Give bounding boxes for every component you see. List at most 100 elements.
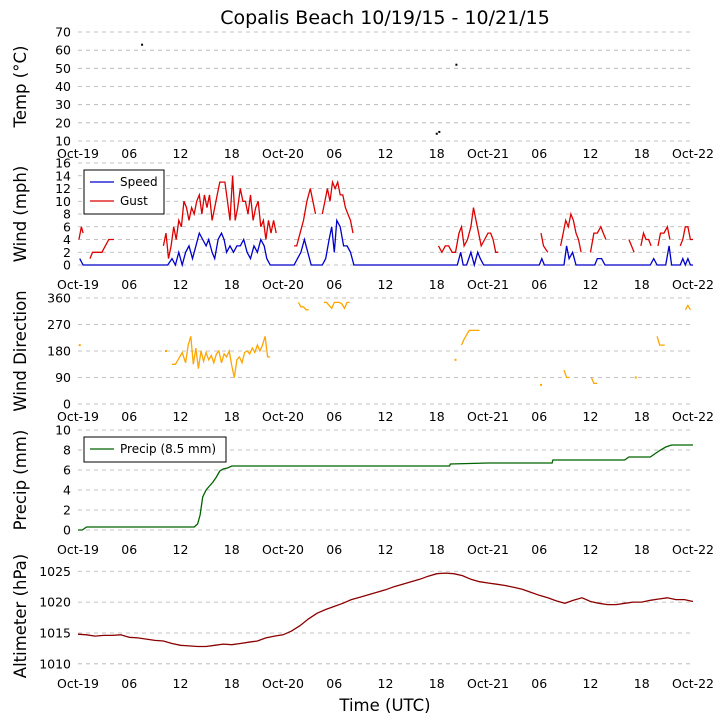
x-axis-label: Time (UTC) bbox=[338, 696, 430, 715]
alt-xtick-label: 18 bbox=[634, 676, 650, 691]
wind-series-line bbox=[540, 232, 549, 253]
temp-xtick-label: Oct-20 bbox=[262, 146, 304, 161]
precip-xtick-label: 06 bbox=[531, 542, 547, 557]
precip-ytick-label: 0 bbox=[63, 523, 71, 538]
wind-series-line bbox=[640, 230, 652, 247]
precip-ytick-label: 6 bbox=[63, 463, 71, 478]
alt-ylabel: Altimeter (hPa) bbox=[11, 554, 30, 678]
precip-xtick-label: 12 bbox=[583, 542, 599, 557]
dir-xtick-label: 12 bbox=[378, 409, 394, 424]
precip-series-line bbox=[78, 444, 693, 531]
wind-series-line bbox=[89, 238, 114, 259]
wind-xtick-label: 06 bbox=[531, 277, 547, 292]
temp-point bbox=[438, 130, 441, 133]
precip-xtick-label: 18 bbox=[429, 542, 445, 557]
dir-series-line bbox=[460, 329, 480, 346]
wind-series-line bbox=[657, 224, 671, 247]
temp-xtick-label: 06 bbox=[326, 146, 342, 161]
alt-xtick-label: 12 bbox=[378, 676, 394, 691]
wind-xtick-label: 12 bbox=[173, 277, 189, 292]
precip-panel: 0 2 4 6 8 10 Oct-19 06 12 18 Oct-20 06 12 18 Oct-21 06 1… bbox=[11, 423, 714, 558]
temp-ytick-label: 20 bbox=[55, 115, 71, 130]
wind-xtick-label: 06 bbox=[326, 277, 342, 292]
dir-point bbox=[634, 376, 637, 379]
temp-xtick-label: 18 bbox=[429, 146, 445, 161]
precip-ytick-label: 10 bbox=[55, 423, 71, 438]
dir-xtick-label: Oct-20 bbox=[262, 409, 304, 424]
wind-ylabel: Wind (mph) bbox=[11, 166, 30, 263]
precip-legend: Precip (8.5 mm) bbox=[83, 436, 227, 463]
wind-series-line bbox=[559, 211, 582, 253]
wind-series-line bbox=[679, 226, 693, 247]
precip-xtick-label: Oct-22 bbox=[672, 542, 714, 557]
wind-ytick-label: 6 bbox=[63, 219, 71, 234]
wind-ytick-label: 14 bbox=[55, 168, 71, 183]
temp-xtick-label: Oct-21 bbox=[467, 146, 509, 161]
temp-xtick-label: 12 bbox=[378, 146, 394, 161]
wind-xtick-label: 06 bbox=[121, 277, 137, 292]
wind-series-line bbox=[437, 207, 499, 254]
wind-legend: Speed Gust bbox=[83, 169, 165, 215]
precip-xtick-label: 18 bbox=[224, 542, 240, 557]
precip-ytick-label: 4 bbox=[63, 483, 71, 498]
precip-xtick-label: Oct-19 bbox=[57, 542, 99, 557]
alt-ytick-label: 1015 bbox=[39, 625, 71, 640]
temp-xtick-label: Oct-22 bbox=[672, 146, 714, 161]
wind-xtick-label: Oct-20 bbox=[262, 277, 304, 292]
temp-ytick-label: 70 bbox=[55, 25, 71, 40]
wind-series-line bbox=[78, 226, 84, 240]
precip-xtick-label: 18 bbox=[634, 542, 650, 557]
temp-ytick-label: 10 bbox=[55, 134, 71, 149]
dir-xtick-label: Oct-22 bbox=[672, 409, 714, 424]
dir-panel: 0 90 180 270 360 Oct-19 06 12 18 Oct-20 06 12 18 Oct-… bbox=[11, 290, 714, 424]
temp-ytick-label: 50 bbox=[55, 61, 71, 76]
temp-xtick-label: 12 bbox=[173, 146, 189, 161]
temp-xtick-label: 06 bbox=[531, 146, 547, 161]
temp-ylabel: Temp (°C) bbox=[11, 46, 30, 129]
wind-legend-label: Gust bbox=[120, 194, 148, 208]
dir-point bbox=[539, 383, 542, 386]
wind-xtick-label: Oct-22 bbox=[672, 277, 714, 292]
dir-xtick-label: Oct-21 bbox=[467, 409, 509, 424]
wind-xtick-label: 12 bbox=[378, 277, 394, 292]
temp-ytick-label: 60 bbox=[55, 43, 71, 58]
wind-series-line bbox=[589, 225, 607, 253]
temp-xtick-label: 12 bbox=[583, 146, 599, 161]
dir-series-line bbox=[590, 377, 598, 385]
dir-series-line bbox=[297, 302, 309, 311]
wind-legend-box bbox=[83, 169, 165, 215]
precip-ytick-label: 2 bbox=[63, 503, 71, 518]
dir-point bbox=[78, 344, 81, 347]
precip-xtick-label: 12 bbox=[378, 542, 394, 557]
alt-xtick-label: Oct-22 bbox=[672, 676, 714, 691]
alt-xtick-label: 06 bbox=[121, 676, 137, 691]
dir-series-line bbox=[324, 301, 350, 310]
chart-title: Copalis Beach 10/19/15 - 10/21/15 bbox=[220, 7, 550, 29]
temp-ytick-label: 30 bbox=[55, 97, 71, 112]
dir-point bbox=[164, 350, 167, 352]
dir-series-line bbox=[684, 304, 691, 311]
temp-xtick-label: 18 bbox=[224, 146, 240, 161]
precip-xtick-label: Oct-21 bbox=[467, 542, 509, 557]
alt-ytick-label: 1025 bbox=[39, 564, 71, 579]
precip-xtick-label: 06 bbox=[326, 542, 342, 557]
temp-point bbox=[435, 132, 438, 135]
dir-ylabel: Wind Direction bbox=[11, 290, 30, 411]
precip-xtick-label: 12 bbox=[173, 542, 189, 557]
alt-xtick-label: Oct-21 bbox=[467, 676, 509, 691]
wind-xtick-label: Oct-19 bbox=[57, 277, 99, 292]
wind-ytick-label: 4 bbox=[63, 232, 71, 247]
dir-xtick-label: 06 bbox=[326, 409, 342, 424]
dir-xtick-label: 18 bbox=[224, 409, 240, 424]
wind-ytick-label: 8 bbox=[63, 207, 71, 222]
dir-series-line bbox=[563, 369, 570, 379]
wind-xtick-label: 18 bbox=[634, 277, 650, 292]
dir-xtick-label: 12 bbox=[173, 409, 189, 424]
wind-series-line bbox=[79, 218, 693, 268]
wind-xtick-label: Oct-21 bbox=[467, 277, 509, 292]
temp-ytick-label: 40 bbox=[55, 79, 71, 94]
precip-legend-label: Precip (8.5 mm) bbox=[120, 442, 216, 456]
temp-panel: 10 20 30 40 50 60 70 Oct-19 06 12 18 Oct-20 06 12 18 Oc… bbox=[11, 25, 714, 162]
temp-xtick-label: 18 bbox=[634, 146, 650, 161]
alt-xtick-label: 12 bbox=[173, 676, 189, 691]
